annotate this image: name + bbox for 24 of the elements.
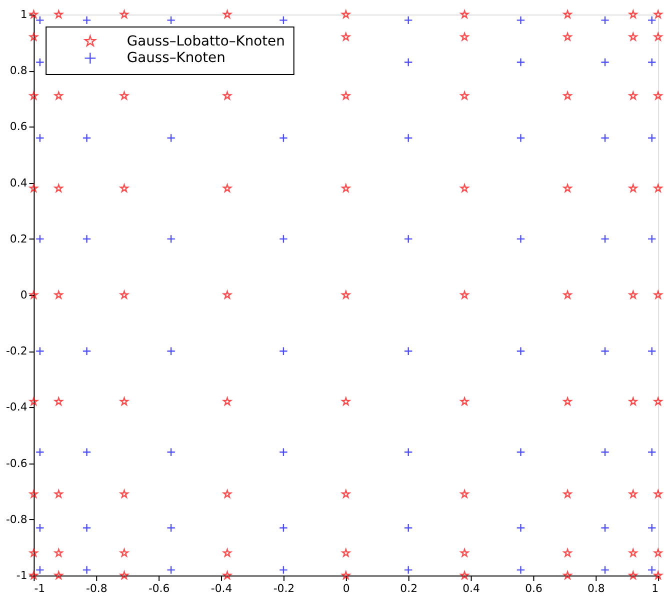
y-tick-label: -1: [16, 569, 28, 582]
y-tick-label: 0.2: [10, 232, 28, 246]
x-tick-label: 1: [652, 582, 659, 595]
x-tick-label: 0.2: [400, 582, 418, 595]
x-tick-label: -0.2: [273, 582, 295, 595]
y-tick-label: -0.8: [6, 512, 28, 526]
x-tick-label: -0.8: [86, 582, 108, 595]
y-tick-label: -0.4: [6, 400, 28, 414]
y-tick-label: 0.4: [10, 176, 28, 190]
x-tick-label: 0.8: [587, 582, 605, 595]
x-tick-label: 0: [342, 582, 350, 595]
y-tick-label: 0.8: [10, 64, 28, 78]
legend-label: Gauss–Lobatto–Knoten: [126, 33, 285, 50]
x-tick-label: 0.4: [462, 582, 480, 595]
x-tick-label: -0.6: [148, 582, 170, 595]
x-tick-label: 0.6: [525, 582, 542, 595]
y-tick-label: 0.6: [10, 120, 28, 134]
y-tick-label: 0: [20, 288, 28, 302]
x-tick-label: -1: [34, 582, 46, 595]
y-tick-label: -0.2: [6, 344, 28, 358]
y-tick-label: 1: [20, 8, 28, 22]
legend-label: Gauss–Knoten: [126, 50, 226, 66]
y-tick-label: -0.6: [6, 456, 28, 470]
x-tick-label: -0.4: [210, 582, 232, 595]
